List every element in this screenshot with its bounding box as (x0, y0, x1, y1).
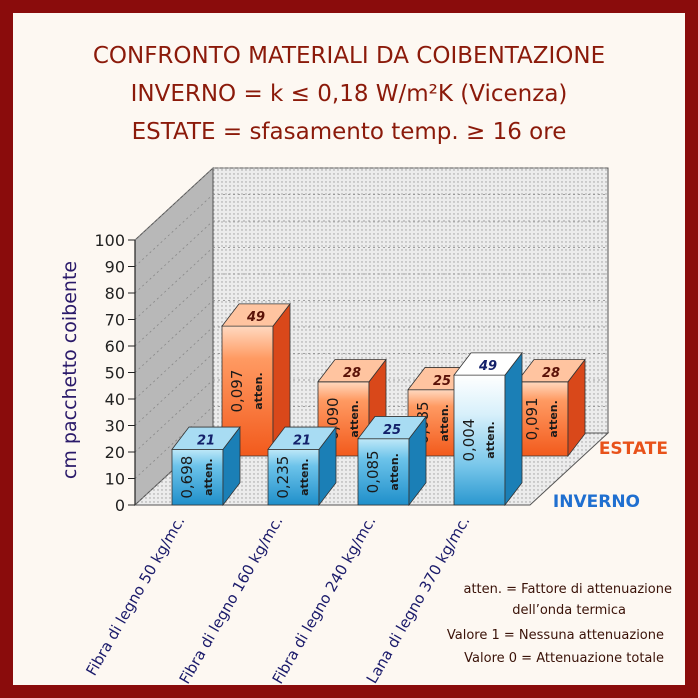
summer-bar-4-attenuation: 0,091 (523, 397, 541, 440)
y-tick-label: 30 (105, 417, 125, 436)
y-tick-label: 20 (105, 443, 125, 462)
summer-bar-1-attenuation: 0,097 (228, 370, 246, 413)
winter-bar-2-top (267, 426, 337, 450)
winter-bar-3-atten-tag: atten. (388, 453, 401, 490)
winter-bar-4-value: 49 (478, 359, 497, 374)
y-tick-label: 50 (105, 364, 125, 383)
summer-bar-4: 28 0,091 atten. (516, 358, 586, 458)
summer-bar-2-top (317, 359, 387, 383)
title-line-2: INVERNO = k ≤ 0,18 W/m²K (Vicenza) (130, 81, 568, 107)
winter-bar-1-top (171, 426, 241, 450)
summer-bar-4-top (516, 359, 586, 383)
winter-bar-2-value: 21 (293, 433, 311, 448)
legend-note-3: Valore 1 = Nessuna attenuazione (447, 628, 664, 643)
winter-bar-4-side (504, 351, 523, 507)
y-tick-label: 70 (105, 311, 125, 330)
winter-bar-4: 49 0,004 atten. (453, 351, 523, 507)
winter-bar-1-attenuation: 0,698 (178, 456, 196, 499)
winter-bar-2-attenuation: 0,235 (274, 456, 292, 499)
summer-bar-1-atten-tag: atten. (252, 372, 265, 409)
summer-bar-2-atten-tag: atten. (348, 400, 361, 437)
summer-bar-1-top (221, 303, 291, 327)
category-label-2: Fibra di legno 160 kg/mc. (176, 513, 287, 685)
title-line-3: ESTATE = sfasamento temp. ≥ 16 ore (131, 119, 567, 145)
summer-bar-2-value: 28 (343, 366, 361, 381)
y-tick-label: 80 (105, 284, 125, 303)
winter-bar-4-atten-tag: atten. (484, 421, 497, 458)
summer-bar-1-value: 49 (246, 310, 265, 325)
winter-bar-1-atten-tag: atten. (202, 458, 215, 495)
y-tick-label: 90 (105, 258, 125, 277)
y-tick-label: 40 (105, 390, 125, 409)
chart-title: CONFRONTO MATERIALI DA COIBENTAZIONE INV… (13, 37, 685, 151)
winter-bar-2: 210,235 atten. (267, 425, 337, 507)
y-tick-label: 0 (115, 496, 125, 515)
series-label-estate: ESTATE (599, 439, 668, 459)
summer-bar-1: 49 0,097 atten. (221, 302, 291, 458)
winter-bar-3: 250,085 atten. (357, 415, 427, 507)
category-label-1: Fibra di legno 50 kg/mc. (82, 513, 188, 679)
winter-bar-3-top (357, 416, 427, 440)
title-line-1: CONFRONTO MATERIALI DA COIBENTAZIONE (92, 43, 606, 69)
winter-bar-1: 210,698 atten. (171, 425, 241, 507)
legend-note-2: dell’onda termica (512, 603, 626, 618)
summer-bar-3-value: 25 (433, 374, 451, 389)
winter-bar-2-atten-tag: atten. (298, 458, 311, 495)
category-label-3: Fibra di legno 240 kg/mc. (269, 513, 380, 685)
y-tick-label: 60 (105, 337, 125, 356)
winter-bar-3-attenuation: 0,085 (364, 450, 382, 493)
y-tick-label: 10 (105, 470, 125, 489)
winter-bar-3-value: 25 (383, 423, 401, 438)
legend-note-4: Valore 0 = Attenuazione totale (464, 651, 664, 666)
bar-chart: 0 10 20 30 40 50 60 70 80 90 100 cm pacchetto coibe… (59, 166, 672, 685)
summer-bar-3-atten-tag: atten. (438, 404, 451, 441)
y-axis-label: cm pacchetto coibente (59, 261, 81, 479)
legend-note-1: atten. = Fattore di attenuazione (463, 582, 672, 597)
winter-bar-4-attenuation: 0,004 (460, 419, 478, 462)
y-tick-label: 100 (94, 231, 125, 250)
winter-bar-1-value: 21 (197, 433, 215, 448)
category-label-4: Lana di legno 370 kg/mc. (363, 513, 474, 685)
winter-bar-4-top (453, 352, 523, 376)
series-label-inverno: INVERNO (553, 492, 640, 512)
summer-bar-4-value: 28 (542, 366, 560, 381)
summer-bar-4-atten-tag: atten. (547, 400, 560, 437)
